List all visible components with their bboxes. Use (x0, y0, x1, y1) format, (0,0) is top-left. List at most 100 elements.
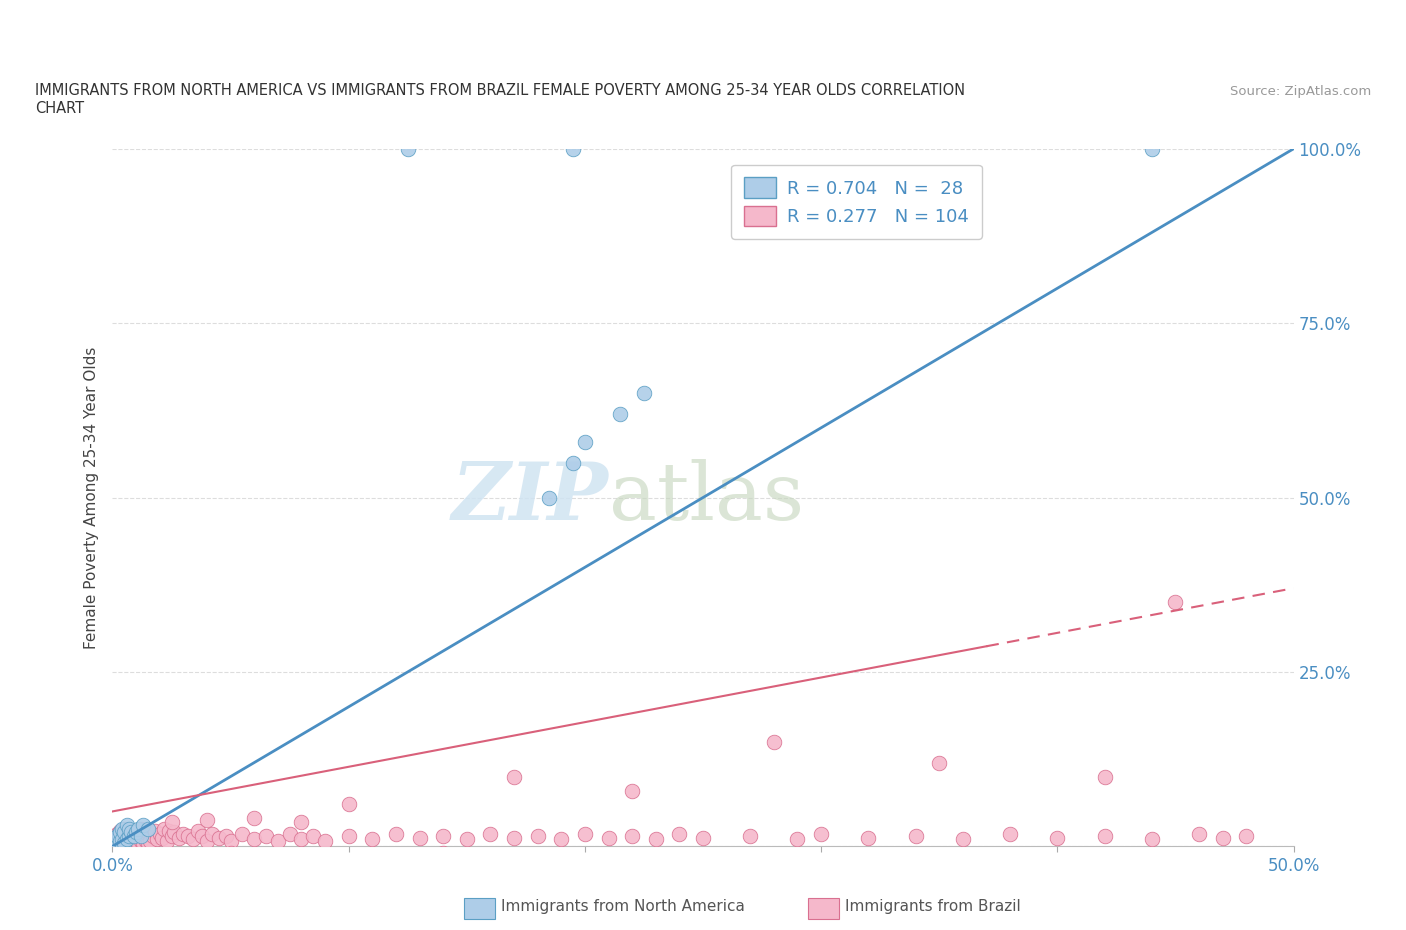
Point (574, 434, 596, 449)
Point (243, 811, 266, 826)
Point (1212, 830, 1234, 845)
Point (550, 832, 572, 847)
Point (129, 821, 152, 836)
Point (125, 824, 148, 839)
Point (153, 821, 176, 836)
Point (432, 846, 454, 861)
Point (111, 827, 134, 842)
Point (786, 832, 808, 847)
Point (129, 829, 152, 844)
Point (132, 835, 155, 850)
Point (111, 821, 134, 836)
Point (396, 141, 419, 156)
Point (526, 829, 548, 844)
Point (503, 830, 526, 845)
Point (149, 827, 172, 842)
Point (136, 821, 159, 836)
Point (111, 835, 134, 850)
Text: ZIP: ZIP (451, 458, 609, 537)
Point (136, 825, 159, 840)
Point (150, 830, 173, 845)
Point (105, 829, 128, 844)
Point (115, 818, 138, 833)
Point (111, 832, 134, 847)
Point (135, 824, 157, 839)
Point (219, 846, 242, 861)
Point (1046, 830, 1069, 845)
Point (562, 141, 585, 156)
Point (163, 825, 186, 840)
Point (132, 825, 155, 840)
Point (108, 833, 131, 848)
Point (104, 829, 127, 844)
Point (118, 827, 141, 842)
Point (314, 849, 336, 864)
Point (120, 824, 142, 839)
Point (621, 783, 644, 798)
Point (129, 833, 152, 848)
Point (1140, 141, 1163, 156)
Point (118, 829, 141, 844)
Point (538, 490, 561, 505)
Point (127, 827, 149, 842)
Point (408, 830, 430, 845)
Point (127, 821, 149, 836)
Point (762, 735, 785, 750)
Point (104, 835, 127, 850)
Point (112, 835, 135, 850)
Point (644, 832, 666, 847)
Point (1094, 829, 1116, 844)
Text: Immigrants from North America: Immigrants from North America (501, 899, 744, 914)
Point (195, 813, 218, 828)
Point (337, 829, 360, 844)
Point (254, 829, 277, 844)
Text: atlas: atlas (609, 458, 804, 537)
Point (231, 827, 253, 842)
Point (337, 797, 360, 812)
Point (302, 829, 325, 844)
Point (952, 832, 974, 847)
Point (122, 829, 145, 844)
Point (290, 832, 312, 847)
Point (621, 829, 644, 844)
Point (108, 825, 131, 840)
Point (1140, 832, 1163, 847)
Point (432, 829, 454, 844)
Point (479, 827, 502, 842)
Point (156, 833, 179, 848)
Point (125, 825, 148, 840)
Point (928, 755, 950, 770)
Point (122, 835, 145, 850)
Point (598, 830, 620, 845)
Point (118, 821, 141, 836)
Point (127, 835, 149, 850)
Point (112, 835, 135, 850)
Point (385, 827, 408, 842)
Point (456, 832, 478, 847)
Point (314, 833, 336, 848)
Point (186, 824, 208, 839)
Point (208, 830, 231, 845)
Point (195, 833, 218, 848)
Y-axis label: Female Poverty Among 25-34 Year Olds: Female Poverty Among 25-34 Year Olds (83, 346, 98, 649)
Point (112, 821, 135, 836)
Point (146, 832, 169, 847)
Point (278, 827, 301, 842)
Point (105, 835, 128, 850)
Point (157, 824, 180, 839)
Point (135, 833, 157, 848)
Point (290, 815, 312, 830)
Point (172, 827, 194, 842)
Point (904, 829, 927, 844)
Point (125, 833, 148, 848)
Point (201, 827, 224, 842)
Point (118, 835, 141, 850)
Point (104, 832, 127, 847)
Point (115, 833, 138, 848)
Point (120, 833, 142, 848)
Point (503, 769, 526, 784)
Point (810, 827, 832, 842)
Point (108, 824, 131, 839)
Legend: R = 0.704   N =  28, R = 0.277   N = 104: R = 0.704 N = 28, R = 0.277 N = 104 (731, 165, 981, 239)
Point (142, 829, 165, 844)
